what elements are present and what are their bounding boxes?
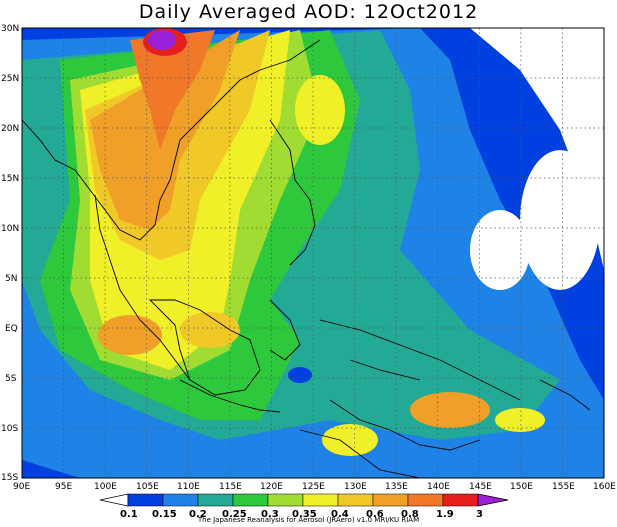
colorbar-label: 0.8 — [401, 509, 419, 520]
lon-tick: 145E — [469, 482, 492, 492]
lat-axis: 30N 25N 20N 15N 10N 5N EQ 5S 10S 15S — [1, 24, 19, 483]
lon-tick: 135E — [385, 482, 408, 492]
lat-tick: 5N — [5, 274, 17, 284]
lat-tick: 15N — [1, 174, 19, 184]
aod-field — [22, 28, 604, 478]
lon-tick: 105E — [136, 482, 159, 492]
lat-tick: 20N — [1, 124, 19, 134]
lon-axis: 90E 95E 100E 105E 110E 115E 120E 125E 13… — [13, 482, 616, 492]
lon-tick: 90E — [13, 482, 30, 492]
colorbar-label: 0.3 — [261, 509, 279, 520]
lon-tick: 140E — [427, 482, 450, 492]
lon-tick: 120E — [260, 482, 283, 492]
colorbar-label: 0.4 — [331, 509, 349, 520]
colorbar-label: 0.2 — [189, 509, 207, 520]
colorbar-label: 0.15 — [152, 509, 177, 520]
lon-tick: 160E — [593, 482, 616, 492]
lon-tick: 155E — [552, 482, 575, 492]
lat-tick: 5S — [5, 374, 17, 384]
map-title: Daily Averaged AOD: 12Oct2012 — [138, 1, 479, 23]
lat-tick: 10N — [1, 224, 19, 234]
lon-tick: 150E — [510, 482, 533, 492]
colorbar: 0.1 0.15 0.2 0.25 0.3 0.35 0.4 0.6 0.8 1… — [99, 493, 509, 520]
colorbar-label: 1.9 — [436, 509, 454, 520]
lon-tick: 125E — [302, 482, 325, 492]
colorbar-label: 3 — [476, 509, 483, 520]
colorbar-label: 0.6 — [366, 509, 384, 520]
lon-tick: 130E — [344, 482, 367, 492]
credit-line: The Japanese Reanalysis for Aerosol (JRA… — [197, 516, 420, 524]
colorbar-label: 0.35 — [292, 509, 317, 520]
lon-tick: 95E — [55, 482, 72, 492]
lat-tick: 10S — [1, 424, 18, 434]
coastlines — [22, 39, 591, 478]
lat-tick: 30N — [1, 24, 19, 34]
lat-tick: 15S — [1, 473, 18, 483]
lon-tick: 100E — [94, 482, 117, 492]
lat-tick: EQ — [5, 324, 18, 334]
lon-tick: 115E — [219, 482, 242, 492]
colorbar-label: 0.25 — [222, 509, 247, 520]
colorbar-label: 0.1 — [120, 509, 138, 520]
lon-tick: 110E — [177, 482, 200, 492]
lat-tick: 25N — [1, 74, 19, 84]
map-frame — [21, 27, 605, 479]
gridlines — [22, 28, 604, 478]
